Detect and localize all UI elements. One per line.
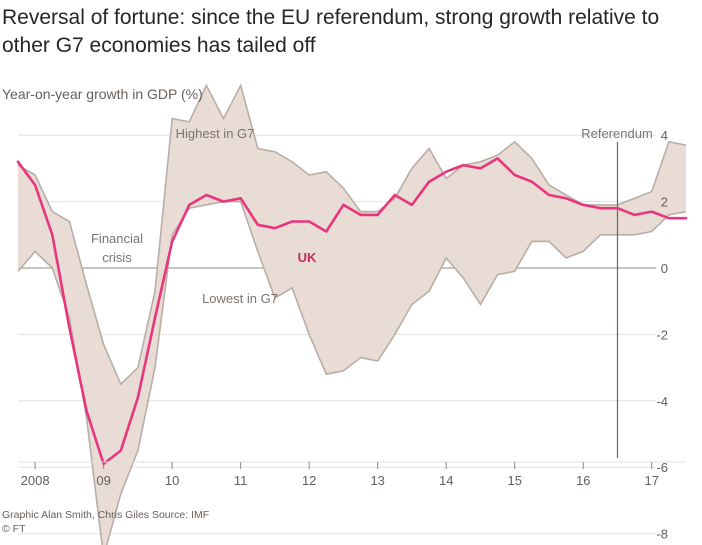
x-tick-label: 15 <box>507 473 521 488</box>
highest-line <box>17 83 687 386</box>
y-tick-label: -2 <box>656 327 668 342</box>
financial-crisis-label-line2: crisis <box>102 250 132 265</box>
footer: Graphic Alan Smith, Chris Giles Source: … <box>2 508 209 536</box>
range-band <box>17 83 687 545</box>
x-tick-label: 14 <box>439 473 453 488</box>
copyright: © FT <box>2 523 26 535</box>
x-tick-label: 09 <box>96 473 110 488</box>
x-tick-label: 11 <box>234 473 248 488</box>
highest-label: Highest in G7 <box>176 126 255 141</box>
y-tick-label: 4 <box>661 128 668 143</box>
x-tick-label: 17 <box>645 473 659 488</box>
y-tick-label: -6 <box>656 460 668 475</box>
uk-line <box>16 157 688 466</box>
x-tick-label: 10 <box>165 473 179 488</box>
x-tick-label: 12 <box>302 473 316 488</box>
referendum-label: Referendum <box>581 126 653 141</box>
y-tick-label: -4 <box>656 394 668 409</box>
x-tick-label: 13 <box>370 473 384 488</box>
band-area <box>18 85 686 545</box>
credits: Graphic Alan Smith, Chris Giles Source: … <box>2 509 210 521</box>
y-tick-label: 2 <box>661 195 668 210</box>
x-tick-label: 2008 <box>21 473 50 488</box>
y-tick-label: 0 <box>661 261 668 276</box>
y-tick-label: -8 <box>656 527 668 542</box>
uk-label: UK <box>298 250 317 265</box>
x-axis: 2008 09 10 11 12 13 14 15 16 17 <box>18 461 686 488</box>
y-axis: 4 2 0 -2 -4 -6 -8 <box>656 128 668 541</box>
lowest-label: Lowest in G7 <box>202 291 278 306</box>
x-tick-label: 16 <box>576 473 590 488</box>
lowest-line <box>17 200 687 545</box>
uk-series <box>16 157 688 466</box>
annotations: Referendum Highest in G7 Lowest in G7 UK Fin… <box>91 126 653 306</box>
y-axis-title: Year-on-year growth in GDP (%) <box>2 86 203 102</box>
chart-title: Reversal of fortune: since the EU refere… <box>2 6 660 57</box>
financial-crisis-label-line1: Financial <box>91 231 143 246</box>
